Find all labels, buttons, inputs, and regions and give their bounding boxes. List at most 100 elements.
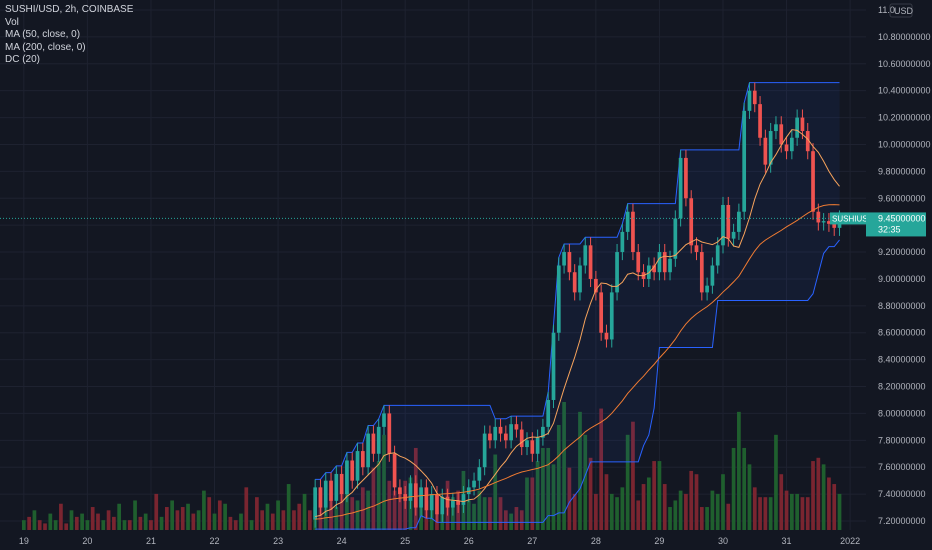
price-tick-label: 7.20000000 bbox=[878, 516, 926, 526]
volume-bar bbox=[223, 503, 227, 530]
volume-bar bbox=[482, 497, 487, 530]
ma50-line bbox=[315, 129, 840, 518]
volume-bar bbox=[334, 507, 339, 530]
volume-bar bbox=[816, 457, 821, 530]
donchian-fill bbox=[315, 82, 840, 530]
volume-bar bbox=[525, 477, 529, 530]
badge-price-bg bbox=[866, 212, 926, 237]
price-tick-label: 7.40000000 bbox=[878, 489, 926, 499]
legend-ma200[interactable]: MA (200, close, 0) bbox=[5, 41, 86, 53]
time-tick-label: 20 bbox=[82, 536, 92, 546]
volume-bar bbox=[43, 523, 47, 530]
volume-bar bbox=[345, 490, 349, 530]
volume-bar bbox=[837, 493, 842, 530]
volume-bar bbox=[186, 503, 190, 530]
volume-bar bbox=[758, 497, 762, 530]
volume-bar bbox=[196, 510, 201, 530]
candle bbox=[503, 433, 508, 441]
candle bbox=[509, 424, 513, 441]
volume-bar bbox=[265, 503, 270, 530]
volume-bar bbox=[493, 454, 498, 530]
candle bbox=[493, 426, 498, 441]
currency-box bbox=[889, 3, 913, 18]
legend-donchian[interactable]: DC (20) bbox=[5, 54, 41, 65]
volume-bar bbox=[551, 464, 556, 530]
volume-bar bbox=[636, 500, 641, 530]
volume-bar bbox=[752, 487, 757, 530]
volume-bar bbox=[122, 520, 127, 530]
candle bbox=[408, 483, 413, 501]
volume-bar bbox=[721, 474, 725, 530]
volume-bar bbox=[96, 513, 100, 530]
legend-symbol[interactable]: SUSHI/USD, 2h, COINBASE bbox=[5, 4, 134, 15]
candle bbox=[318, 487, 323, 508]
volume-bar bbox=[180, 507, 185, 530]
candle bbox=[615, 252, 619, 293]
time-tick-label: 24 bbox=[337, 536, 347, 546]
badge-price: 9.45000000 bbox=[878, 213, 926, 223]
volume-bar bbox=[604, 474, 609, 530]
volume-bar bbox=[307, 510, 312, 530]
time-axis[interactable]: 19 20 21 22 23 24 25 26 27 28 29 30 31 2022 bbox=[19, 536, 860, 546]
candle bbox=[525, 440, 529, 448]
volume-bar bbox=[546, 447, 551, 530]
volume-bar bbox=[800, 497, 805, 530]
volume-bar bbox=[832, 484, 837, 530]
volume-bar bbox=[514, 507, 519, 530]
volume-bar bbox=[609, 493, 614, 530]
volume-bar bbox=[249, 520, 254, 530]
volume-bar bbox=[101, 520, 106, 530]
candle bbox=[440, 496, 445, 515]
volume-bar bbox=[684, 493, 688, 530]
candle bbox=[684, 157, 688, 199]
candle bbox=[498, 426, 503, 434]
price-tick-label: 7.60000000 bbox=[878, 462, 926, 472]
volume-bar bbox=[689, 470, 694, 530]
price-axis[interactable]: 11.0 10.80000000 10.60000000 10.40000000 10.… bbox=[866, 0, 932, 550]
volume-bar bbox=[292, 510, 296, 530]
price-tick-label: 9.60000000 bbox=[878, 193, 926, 203]
volume-bar bbox=[657, 461, 662, 530]
volume-bar bbox=[138, 516, 143, 530]
volume-bar bbox=[588, 457, 593, 530]
volume-bar bbox=[281, 510, 286, 530]
candle bbox=[609, 292, 614, 340]
candle bbox=[737, 211, 741, 232]
candle bbox=[752, 90, 757, 105]
legend-ma50[interactable]: MA (50, close, 0) bbox=[5, 29, 81, 40]
legend-volume[interactable]: Vol bbox=[5, 16, 19, 28]
candle bbox=[382, 413, 386, 427]
candle bbox=[329, 480, 333, 501]
badge-symbol: SUSHIUSD bbox=[832, 214, 874, 223]
volume-bar bbox=[244, 487, 249, 530]
time-tick-label: 2022 bbox=[840, 536, 860, 546]
volume-bar bbox=[27, 516, 31, 530]
volume-bar bbox=[149, 520, 153, 530]
candle bbox=[514, 424, 519, 430]
candle bbox=[551, 332, 556, 400]
volume-bar bbox=[164, 507, 169, 530]
volume-bar bbox=[350, 497, 355, 530]
volume-bar bbox=[784, 490, 789, 530]
volume-bar bbox=[747, 464, 752, 530]
candle bbox=[578, 265, 582, 293]
volume-bar bbox=[594, 493, 598, 530]
candle bbox=[599, 292, 604, 333]
candle bbox=[350, 460, 355, 481]
volume-bar bbox=[175, 510, 180, 530]
volume-bar bbox=[662, 484, 667, 530]
badge-symbol-bg bbox=[830, 212, 866, 225]
volume-bar bbox=[615, 497, 619, 530]
time-tick-label: 29 bbox=[654, 536, 664, 546]
volume-bar bbox=[159, 516, 164, 530]
volume-bar bbox=[789, 493, 794, 530]
volume-bar bbox=[64, 523, 69, 530]
price-tick-label: 7.80000000 bbox=[878, 435, 926, 445]
candle bbox=[636, 252, 641, 273]
volume-bar bbox=[821, 464, 826, 530]
ma200-line bbox=[315, 204, 840, 520]
volume-bar bbox=[535, 461, 540, 530]
volume-bar bbox=[578, 411, 582, 530]
